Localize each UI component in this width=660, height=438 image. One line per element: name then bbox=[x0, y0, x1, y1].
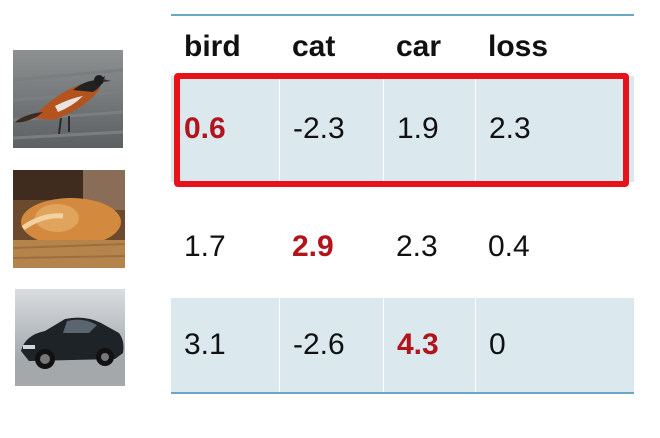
table-row: 0.6 -2.3 1.9 2.3 bbox=[171, 76, 634, 182]
score-table: bird cat car loss 0.6 -2.3 1.9 2.3 1.7 2… bbox=[171, 14, 634, 394]
cell-cat-score: -2.3 bbox=[279, 76, 383, 182]
table-header-row: bird cat car loss bbox=[171, 18, 634, 76]
car-thumbnail bbox=[15, 289, 125, 386]
cell-car-score: 4.3 bbox=[383, 298, 475, 392]
table-row: 1.7 2.9 2.3 0.4 bbox=[171, 192, 634, 302]
cell-cat-score: 2.9 bbox=[292, 230, 334, 263]
table-bottom-rule bbox=[171, 392, 634, 394]
selected-row-highlight-box bbox=[174, 73, 629, 187]
table-row: 3.1 -2.6 4.3 0 bbox=[171, 298, 634, 392]
cell-loss: 0 bbox=[475, 298, 634, 392]
bird-thumbnail bbox=[13, 50, 123, 148]
cell-car-score: 1.9 bbox=[383, 76, 475, 182]
cell-bird-score: 1.7 bbox=[184, 230, 226, 263]
header-bird: bird bbox=[184, 30, 241, 63]
table-top-rule bbox=[171, 14, 634, 16]
header-car: car bbox=[396, 30, 442, 63]
cell-bird-score: 3.1 bbox=[184, 328, 226, 361]
cell-loss: 0.4 bbox=[488, 230, 530, 263]
cell-car-score: 2.3 bbox=[396, 230, 438, 263]
cell-bird-score: 0.6 bbox=[184, 112, 226, 145]
cat-thumbnail bbox=[13, 170, 125, 268]
cell-loss: 2.3 bbox=[475, 76, 634, 182]
cell-cat-score: -2.6 bbox=[279, 298, 383, 392]
header-cat: cat bbox=[292, 30, 336, 63]
header-loss: loss bbox=[488, 30, 549, 63]
